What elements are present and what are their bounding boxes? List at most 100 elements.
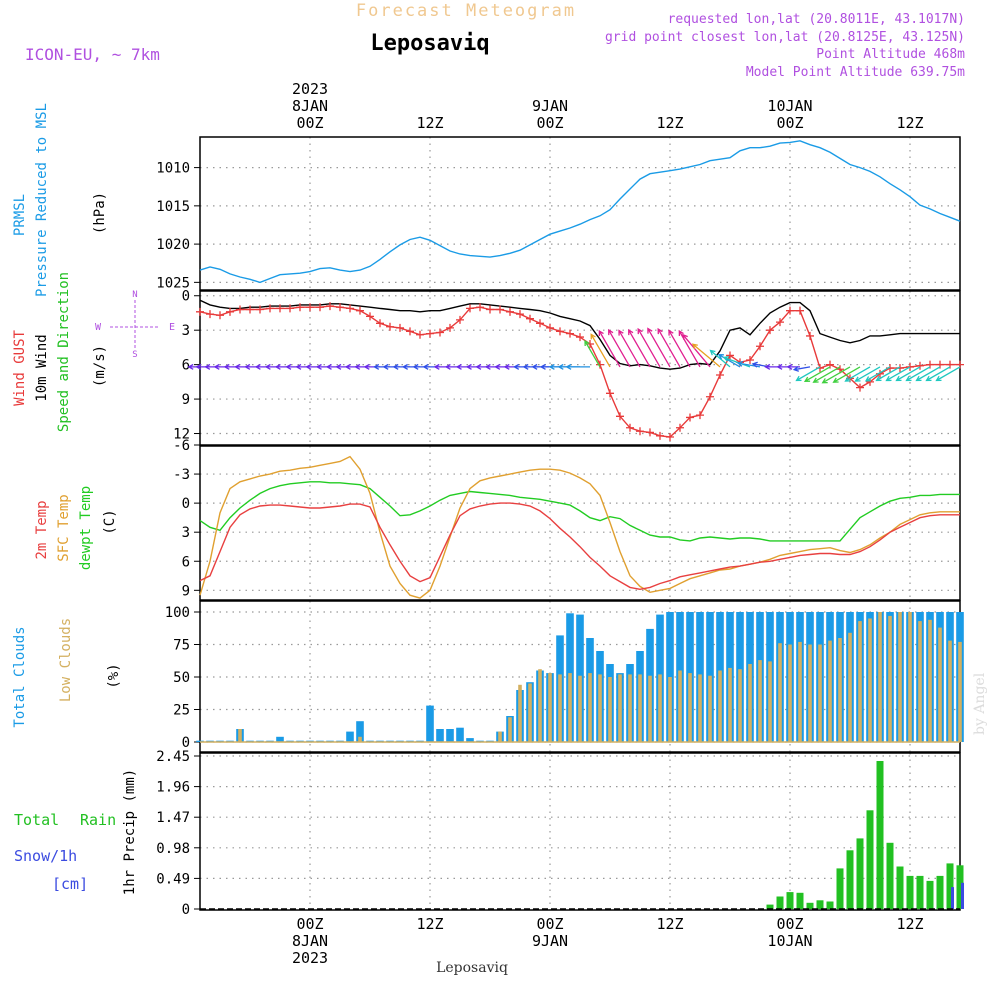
wind-arrow-42 [598, 329, 621, 368]
precip-label-cm: [cm] [52, 875, 88, 893]
wind-arrow-66 [832, 366, 861, 383]
precip-label-snow: Snow/1h [14, 847, 77, 865]
rain-bar-14 [906, 875, 914, 909]
wind-arrow-50 [678, 329, 701, 368]
wind-arrow-61 [792, 366, 811, 372]
wind-arrow-55 [722, 356, 751, 368]
grid-point-coords: grid point closest lon,lat (20.8125E, 43… [605, 30, 965, 45]
wind-arrow-47 [647, 327, 671, 368]
gust-marker-31 [506, 307, 514, 316]
clouds-ytick-label-3: 75 [173, 638, 190, 654]
rain-bar-12 [886, 842, 894, 909]
low-cloud-bar-53 [728, 667, 732, 742]
total-cloud-bar-27 [466, 738, 474, 742]
gust-marker-5 [246, 305, 254, 314]
wind-ytick-label-1: 3 [182, 323, 190, 339]
total-cloud-bar-25 [446, 729, 454, 742]
low-cloud-bar-76 [958, 641, 962, 742]
gust-marker-60 [796, 306, 804, 315]
top-time-label-4-0: 10JAN [767, 97, 812, 115]
gust-marker-58 [776, 318, 784, 327]
gust-marker-8 [276, 304, 284, 313]
gust-marker-66 [856, 383, 864, 392]
wind-frame [199, 290, 961, 446]
rain-bar-16 [926, 880, 934, 909]
clouds-ytick-label-4: 100 [165, 605, 190, 621]
gust-marker-64 [836, 365, 844, 374]
total-cloud-bar-16 [356, 721, 364, 742]
temperature-ytick-label-3: 3 [182, 525, 190, 541]
gust-marker-32 [516, 310, 524, 319]
bottom-time-label-0-2: 2023 [292, 949, 328, 967]
gust-marker-25 [446, 323, 454, 332]
low-cloud-bar-56 [758, 660, 762, 742]
bottom-time-label-2-1: 9JAN [532, 932, 568, 950]
gust-marker-35 [546, 323, 554, 332]
low-cloud-bar-66 [858, 621, 862, 742]
low-cloud-bar-51 [708, 675, 712, 742]
wind-arrow-64 [812, 366, 841, 383]
total-cloud-bar-23 [426, 705, 434, 742]
low-cloud-bar-4 [238, 729, 242, 742]
wind-label-10m: 10m Wind [34, 334, 50, 401]
pressure-label-unit: (hPa) [92, 192, 108, 234]
cloud-labels: Total Clouds Low Clouds (%) [12, 618, 122, 728]
rain-bar-7 [836, 868, 844, 909]
wind-arrow-67 [844, 366, 871, 382]
low-cloud-bar-62 [818, 644, 822, 742]
panel-pressure: 1010 1015 1020 1025 [156, 136, 961, 291]
gust-marker-44 [636, 427, 644, 436]
low-cloud-bar-68 [878, 612, 882, 742]
low-cloud-bar-58 [778, 643, 782, 742]
gust-marker-27 [466, 304, 474, 313]
low-cloud-bar-36 [558, 674, 562, 742]
rain-bar-18 [946, 863, 954, 909]
low-cloud-bar-73 [928, 619, 932, 742]
precip-ytick-label-1: 0.49 [156, 871, 190, 887]
precip-label-rain: Rain [80, 811, 116, 829]
dewpt-line [199, 481, 960, 542]
gust-marker-13 [326, 302, 334, 311]
bottom-time-label-4-0: 00Z [776, 915, 803, 933]
wind-arrow-72 [895, 366, 921, 382]
low-cloud-bar-44 [638, 674, 642, 742]
low-cloud-bar-50 [698, 674, 702, 742]
temperature-ytick-label-5: 9 [182, 583, 190, 599]
wind-arrow-76 [935, 366, 961, 382]
gust-marker-19 [386, 322, 394, 331]
wind-arrow-48 [657, 327, 681, 368]
gust-marker-7 [266, 304, 274, 313]
wind-arrow-43 [608, 328, 631, 368]
low-cloud-bar-72 [918, 621, 922, 742]
compass-n: N [132, 290, 137, 300]
precip-ytick-label-4: 1.96 [156, 780, 190, 796]
gust-marker-47 [666, 432, 674, 441]
bottom-time-label-0-0: 00Z [296, 915, 323, 933]
wind-labels: Wind GUST 10m Wind Speed and Direction (… [12, 272, 175, 432]
temp-2m-line [199, 502, 960, 591]
gust-marker-17 [366, 312, 374, 321]
gust-marker-30 [496, 305, 504, 314]
low-cloud-bar-57 [768, 661, 772, 742]
wind-speed-line [199, 299, 960, 370]
location-title: Leposaviq [370, 31, 489, 56]
low-cloud-bar-32 [518, 684, 522, 742]
temperature-ytick-label-0: -6 [173, 438, 190, 454]
clouds-ytick-label-2: 50 [173, 670, 190, 686]
temperature-ytick-label-4: 6 [182, 554, 190, 570]
temp-label-sfc: SFC Temp [56, 494, 72, 561]
low-cloud-bar-52 [718, 670, 722, 742]
wind-arrow-40 [584, 339, 601, 368]
gust-marker-15 [346, 304, 354, 313]
wind-ytick-label-4: 12 [173, 427, 190, 443]
panel-precip: 0 0.49 0.98 1.47 1.96 2.45 [156, 749, 961, 918]
panel-temperature: -6 -3 0 3 6 9 [173, 438, 961, 601]
wind-label-unit: (m/s) [92, 345, 108, 387]
pressure-line [199, 140, 961, 284]
rain-bar-15 [916, 875, 924, 909]
pressure-ytick-label-0: 1010 [156, 161, 190, 177]
precip-label-total: Total [14, 811, 59, 829]
pressure-ytick-label-1: 1015 [156, 199, 190, 215]
temperature-ytick-label-1: -3 [173, 467, 190, 483]
low-cloud-bar-71 [908, 612, 912, 742]
